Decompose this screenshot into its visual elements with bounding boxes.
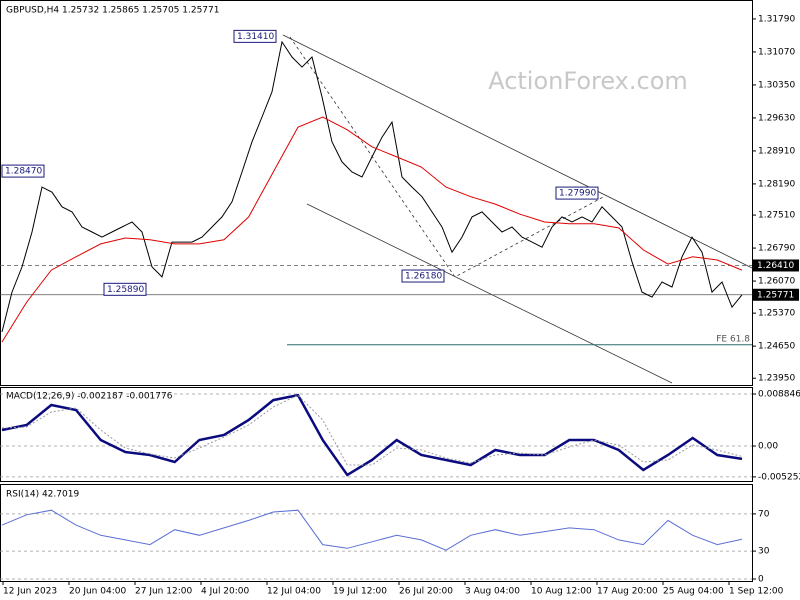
annotation-label: 1.31410 <box>237 32 274 42</box>
x-tick-label: 4 Jul 20:00 <box>201 587 250 597</box>
y-tick-label: 1.31070 <box>758 47 795 57</box>
y-tick-label: 1.25370 <box>758 309 795 319</box>
y-tick-label: 1.29630 <box>758 113 795 123</box>
y-tick-label: 1.23950 <box>758 374 795 384</box>
series-line <box>1 40 743 333</box>
macd-title: MACD(12,26,9) -0.002187 -0.001776 <box>6 392 173 402</box>
y-tick-label: 1.26070 <box>758 277 795 287</box>
main-panel <box>0 0 753 386</box>
y-tick-label: 70 <box>758 509 770 519</box>
y-tick-label: 1.30350 <box>758 80 795 90</box>
rsi-panel <box>0 484 753 582</box>
x-tick-label: 20 Jun 04:00 <box>69 587 126 597</box>
y-tick-label: 1.27510 <box>758 211 795 221</box>
x-tick-label: 17 Aug 20:00 <box>597 587 658 597</box>
series-line <box>1 116 743 343</box>
y-tick-label: 0 <box>758 575 764 585</box>
annotation-label: 1.27990 <box>559 189 596 199</box>
y-tick-label: 1.31790 <box>758 14 795 24</box>
chart-title: GBPUSD,H4 1.25732 1.25865 1.25705 1.2577… <box>6 6 219 16</box>
x-tick-label: 10 Aug 12:00 <box>531 587 592 597</box>
y-tick-label: 0.008846 <box>758 390 800 400</box>
annotation-box <box>401 269 445 283</box>
price-label-box <box>753 288 799 301</box>
price-label: 1.26410 <box>757 261 794 271</box>
price-label: 1.25771 <box>757 290 794 300</box>
watermark: ActionForex.com <box>488 67 688 95</box>
y-tick-label: -0.005252 <box>758 472 800 482</box>
series-line <box>1 394 743 466</box>
x-tick-label: 27 Jun 12:00 <box>135 587 192 597</box>
annotation-box <box>233 29 277 43</box>
fe-label: FE 61.8 <box>716 334 750 344</box>
annotation-box <box>1 164 45 178</box>
series-line <box>1 509 743 551</box>
x-tick-label: 12 Jul 04:00 <box>267 587 321 597</box>
series-line <box>1 393 743 477</box>
x-tick-label: 1 Sep 12:00 <box>729 587 784 597</box>
x-tick-label: 19 Jul 12:00 <box>333 587 387 597</box>
y-tick-label: 30 <box>758 547 770 557</box>
annotation-label: 1.28470 <box>5 167 42 177</box>
annotation-box <box>103 282 147 296</box>
y-tick-label: 1.26790 <box>758 244 795 254</box>
y-tick-label: 0.00 <box>758 442 778 452</box>
x-tick-label: 26 Jul 20:00 <box>399 587 453 597</box>
y-tick-label: 1.24650 <box>758 342 795 352</box>
x-tick-label: 25 Aug 04:00 <box>663 587 724 597</box>
channel-line <box>282 34 753 269</box>
annotation-label: 1.25890 <box>107 285 144 295</box>
x-tick-label: 3 Aug 04:00 <box>465 587 520 597</box>
price-label-box <box>753 259 799 272</box>
x-tick-label: 12 Jun 2023 <box>3 587 57 597</box>
y-tick-label: 1.28910 <box>758 146 795 156</box>
channel-line <box>306 203 673 384</box>
annotation-box <box>555 186 599 200</box>
rsi-title: RSI(14) 42.7019 <box>6 490 79 500</box>
macd-panel <box>0 387 753 482</box>
annotation-label: 1.26180 <box>405 272 442 282</box>
y-tick-label: 1.28190 <box>758 179 795 189</box>
